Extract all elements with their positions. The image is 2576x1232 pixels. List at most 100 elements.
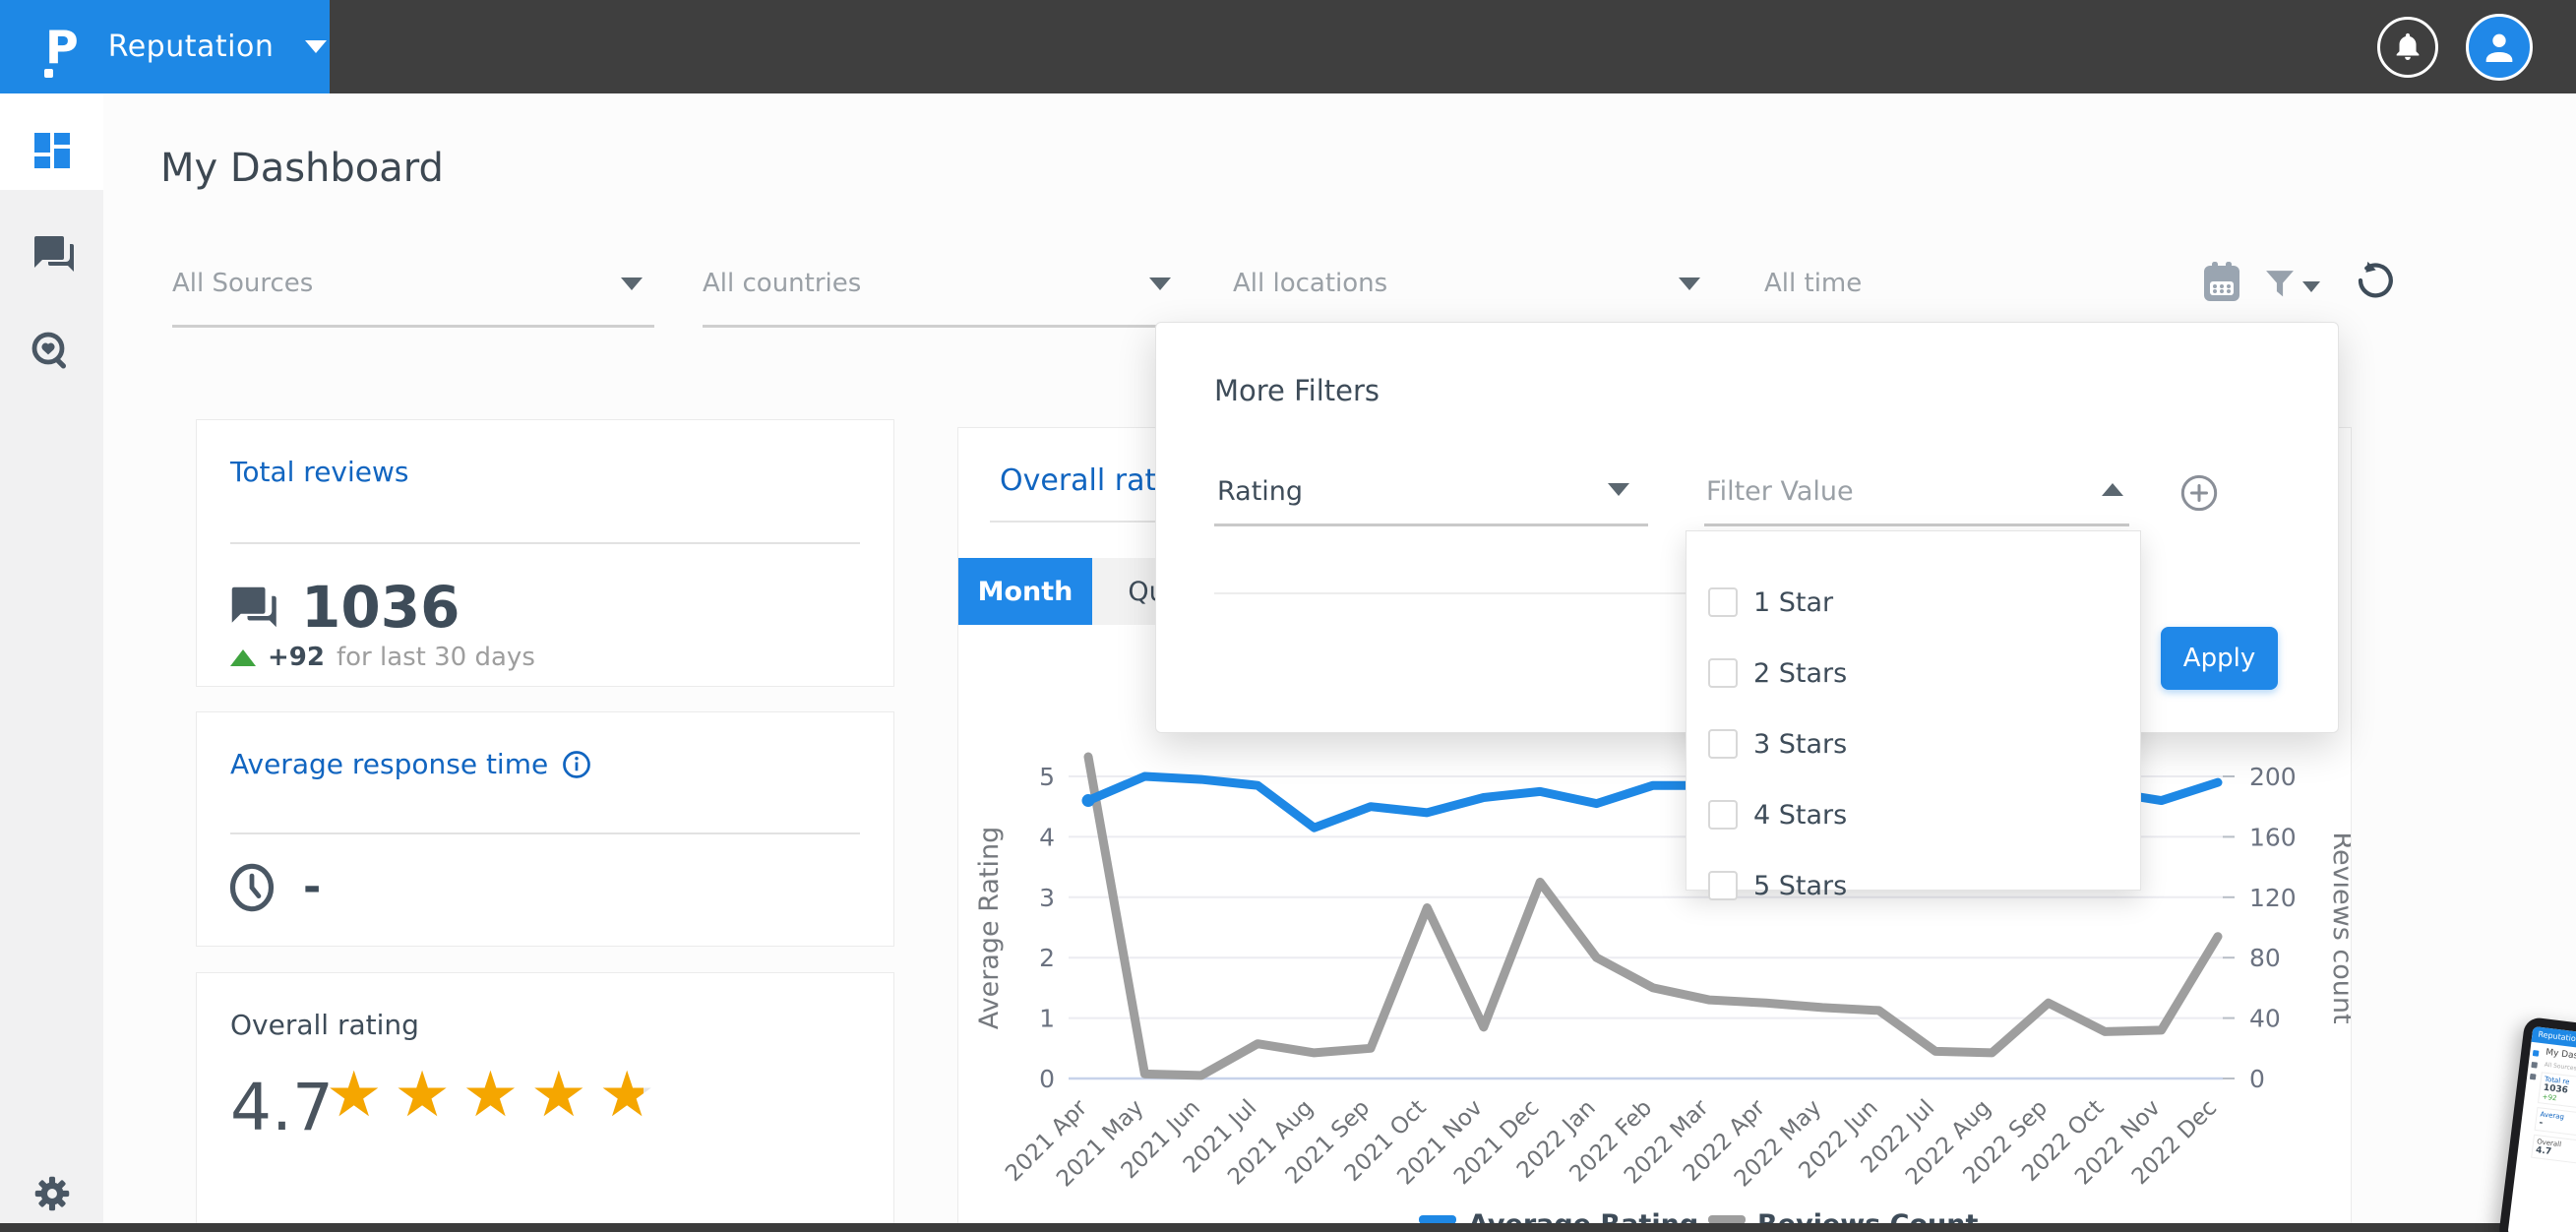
- product-name: Reputation: [107, 30, 275, 64]
- chevron-down-icon: [1608, 483, 1629, 496]
- right-axis-tick: 40: [2249, 1005, 2281, 1033]
- reset-filters-button[interactable]: [2354, 258, 2397, 307]
- screen-preview-content: Reputation My Dash All Sources Total re …: [2507, 1025, 2576, 1232]
- filter-option[interactable]: 4 Stars: [1687, 779, 2140, 850]
- source-filter-underline: [172, 325, 654, 328]
- info-icon[interactable]: [562, 750, 591, 779]
- reset-icon: [2358, 261, 2393, 298]
- filter-option[interactable]: 5 Stars: [1687, 850, 2140, 921]
- sidebar-item-review-search[interactable]: [0, 318, 103, 387]
- option-label: 3 Stars: [1753, 728, 1848, 760]
- filter-option[interactable]: 1 Star: [1687, 567, 2140, 638]
- chat-bubbles-icon: [229, 586, 276, 628]
- checkbox[interactable]: [1708, 587, 1738, 617]
- divider: [230, 832, 860, 834]
- divider: [230, 542, 860, 544]
- dashboard-icon: [33, 133, 70, 168]
- avg-response-card: Average response time -: [196, 711, 894, 947]
- plus-circle-icon: [2180, 474, 2218, 512]
- checkbox[interactable]: [1708, 729, 1738, 759]
- apply-button[interactable]: Apply: [2161, 627, 2278, 690]
- calendar-button[interactable]: [2202, 260, 2241, 307]
- screen-preview-thumbnail[interactable]: Reputation My Dash All Sources Total re …: [2497, 1016, 2576, 1232]
- topbar-actions: [2377, 0, 2533, 93]
- checkbox[interactable]: [1708, 800, 1738, 830]
- chevron-up-icon: [2102, 483, 2123, 496]
- option-label: 4 Stars: [1753, 799, 1848, 831]
- sidebar: [0, 93, 103, 1224]
- notifications-button[interactable]: [2377, 16, 2438, 78]
- filter-option[interactable]: 3 Stars: [1687, 708, 2140, 779]
- sidebar-item-settings[interactable]: [0, 1159, 103, 1228]
- left-axis-label: Average Rating: [974, 827, 1005, 1030]
- checkbox[interactable]: [1708, 871, 1738, 900]
- total-reviews-card: Total reviews 1036 +92 for last 30 days: [196, 419, 894, 687]
- right-axis-tick: 120: [2249, 884, 2297, 912]
- chevron-down-icon: [621, 277, 643, 290]
- filter-value-select[interactable]: Filter Value: [1706, 476, 1854, 507]
- popup-title: More Filters: [1214, 374, 1380, 407]
- reviews-delta: +92 for last 30 days: [230, 643, 535, 672]
- sidebar-item-dashboard[interactable]: [0, 116, 103, 185]
- calendar-icon: [2204, 262, 2239, 301]
- series-right: [1083, 752, 2223, 1080]
- option-label: 5 Stars: [1753, 870, 1848, 901]
- left-axis-tick: 1: [1039, 1005, 1055, 1033]
- filter-option[interactable]: 2 Stars: [1687, 638, 2140, 708]
- clock-icon: [229, 863, 275, 912]
- right-axis-tick: 0: [2249, 1065, 2265, 1093]
- time-filter-select[interactable]: All time: [1764, 269, 1863, 298]
- page-title: My Dashboard: [160, 146, 444, 191]
- source-filter-select[interactable]: All Sources: [172, 269, 314, 298]
- avg-response-title[interactable]: Average response time: [230, 748, 591, 780]
- delta-value: +92: [268, 643, 325, 672]
- filter-value-options: 1 Star 2 Stars 3 Stars 4 Stars 5 Stars: [1686, 530, 2141, 901]
- left-axis-tick: 5: [1039, 763, 1055, 791]
- product-switcher[interactable]: P Reputation: [0, 0, 330, 93]
- legend-swatch: [1708, 1215, 1746, 1224]
- field-select-underline: [1214, 524, 1648, 526]
- stars-empty: ★★★★★: [326, 1059, 667, 1132]
- avg-response-value: -: [303, 861, 322, 912]
- country-filter-underline: [703, 325, 1216, 328]
- left-axis-tick: 2: [1039, 944, 1055, 972]
- overall-rating-value: 4.7: [230, 1070, 334, 1145]
- left-axis-tick: 0: [1039, 1065, 1055, 1093]
- trend-up-icon: [230, 648, 256, 666]
- tab-month[interactable]: Month: [958, 558, 1092, 625]
- chevron-down-icon[interactable]: [2302, 281, 2320, 292]
- value-select-underline: [1704, 524, 2129, 526]
- overall-rating-card: Overall rating 4.7 ★★★★★ ★★★★★: [196, 972, 894, 1232]
- total-reviews-title[interactable]: Total reviews: [230, 456, 409, 488]
- add-filter-button[interactable]: [2179, 473, 2219, 517]
- overall-rating-title: Overall rating: [230, 1009, 419, 1041]
- filter-field-select[interactable]: Rating: [1217, 476, 1304, 507]
- top-bar: P Reputation: [0, 0, 2576, 93]
- series-start-dot: [1081, 794, 1095, 808]
- stars-filled: ★★★★★: [326, 1064, 644, 1127]
- total-reviews-value: 1036: [301, 574, 460, 641]
- right-axis-tick: 200: [2249, 763, 2297, 791]
- left-axis-tick: 4: [1039, 823, 1055, 851]
- more-filters-button[interactable]: [2263, 268, 2297, 305]
- second-row-underline: [1214, 592, 1687, 594]
- chat-bubbles-icon: [31, 236, 74, 272]
- right-axis-tick: 80: [2249, 944, 2281, 972]
- search-heart-icon: [31, 332, 66, 369]
- option-label: 2 Stars: [1753, 657, 1848, 689]
- brand-logo-icon: P: [44, 25, 79, 78]
- person-icon: [2485, 33, 2513, 62]
- gear-icon: [34, 1176, 69, 1211]
- preview-card: Overall 4.7: [2531, 1134, 2576, 1170]
- chevron-down-icon: [305, 40, 328, 53]
- user-avatar[interactable]: [2466, 13, 2533, 81]
- checkbox[interactable]: [1708, 658, 1738, 688]
- location-filter-select[interactable]: All locations: [1233, 269, 1388, 298]
- country-filter-select[interactable]: All countries: [703, 269, 862, 298]
- preview-sidebar: [2529, 1050, 2541, 1086]
- right-axis-tick: 160: [2249, 823, 2297, 851]
- option-label: 1 Star: [1753, 586, 1834, 618]
- sidebar-item-conversations[interactable]: [0, 219, 103, 288]
- right-axis-label: Reviews count: [2327, 832, 2351, 1023]
